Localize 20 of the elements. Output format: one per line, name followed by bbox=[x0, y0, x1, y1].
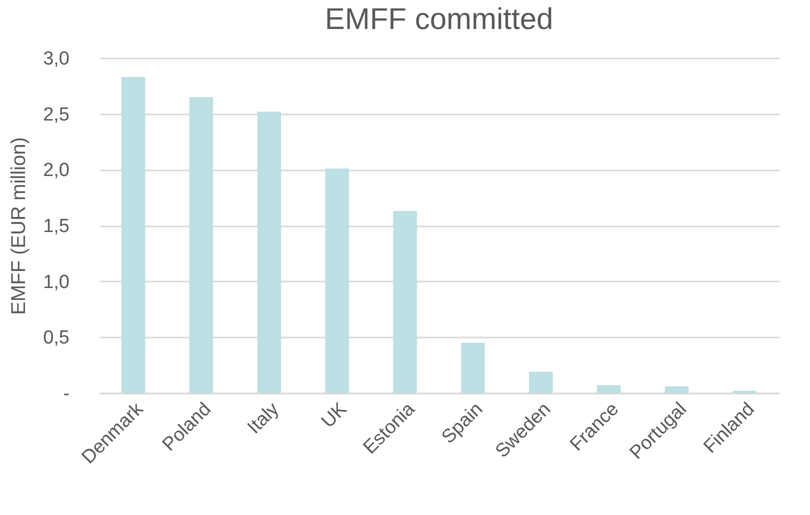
bar bbox=[529, 372, 553, 393]
bar bbox=[325, 168, 349, 393]
bar bbox=[596, 385, 621, 393]
y-axis-title: EMFF (EUR million) bbox=[8, 137, 30, 315]
chart-title: EMFF committed bbox=[324, 3, 554, 36]
y-tick-label: 0,5 bbox=[43, 328, 70, 349]
y-tick-label: 2,5 bbox=[43, 104, 70, 126]
x-tick-label: UK bbox=[318, 398, 352, 432]
bar bbox=[461, 342, 485, 393]
y-tick-label: 2,0 bbox=[43, 160, 70, 182]
y-tick-label: 1,0 bbox=[43, 272, 70, 293]
x-tick-label: Italy bbox=[244, 398, 284, 438]
bar bbox=[189, 97, 214, 393]
y-tick-label: 1,5 bbox=[43, 216, 70, 237]
bar bbox=[664, 386, 689, 393]
y-tick-label: 3,0 bbox=[43, 48, 70, 70]
bar bbox=[257, 112, 282, 393]
y-tick-label: - bbox=[63, 384, 70, 404]
bar bbox=[393, 210, 417, 393]
bar bbox=[121, 76, 146, 393]
